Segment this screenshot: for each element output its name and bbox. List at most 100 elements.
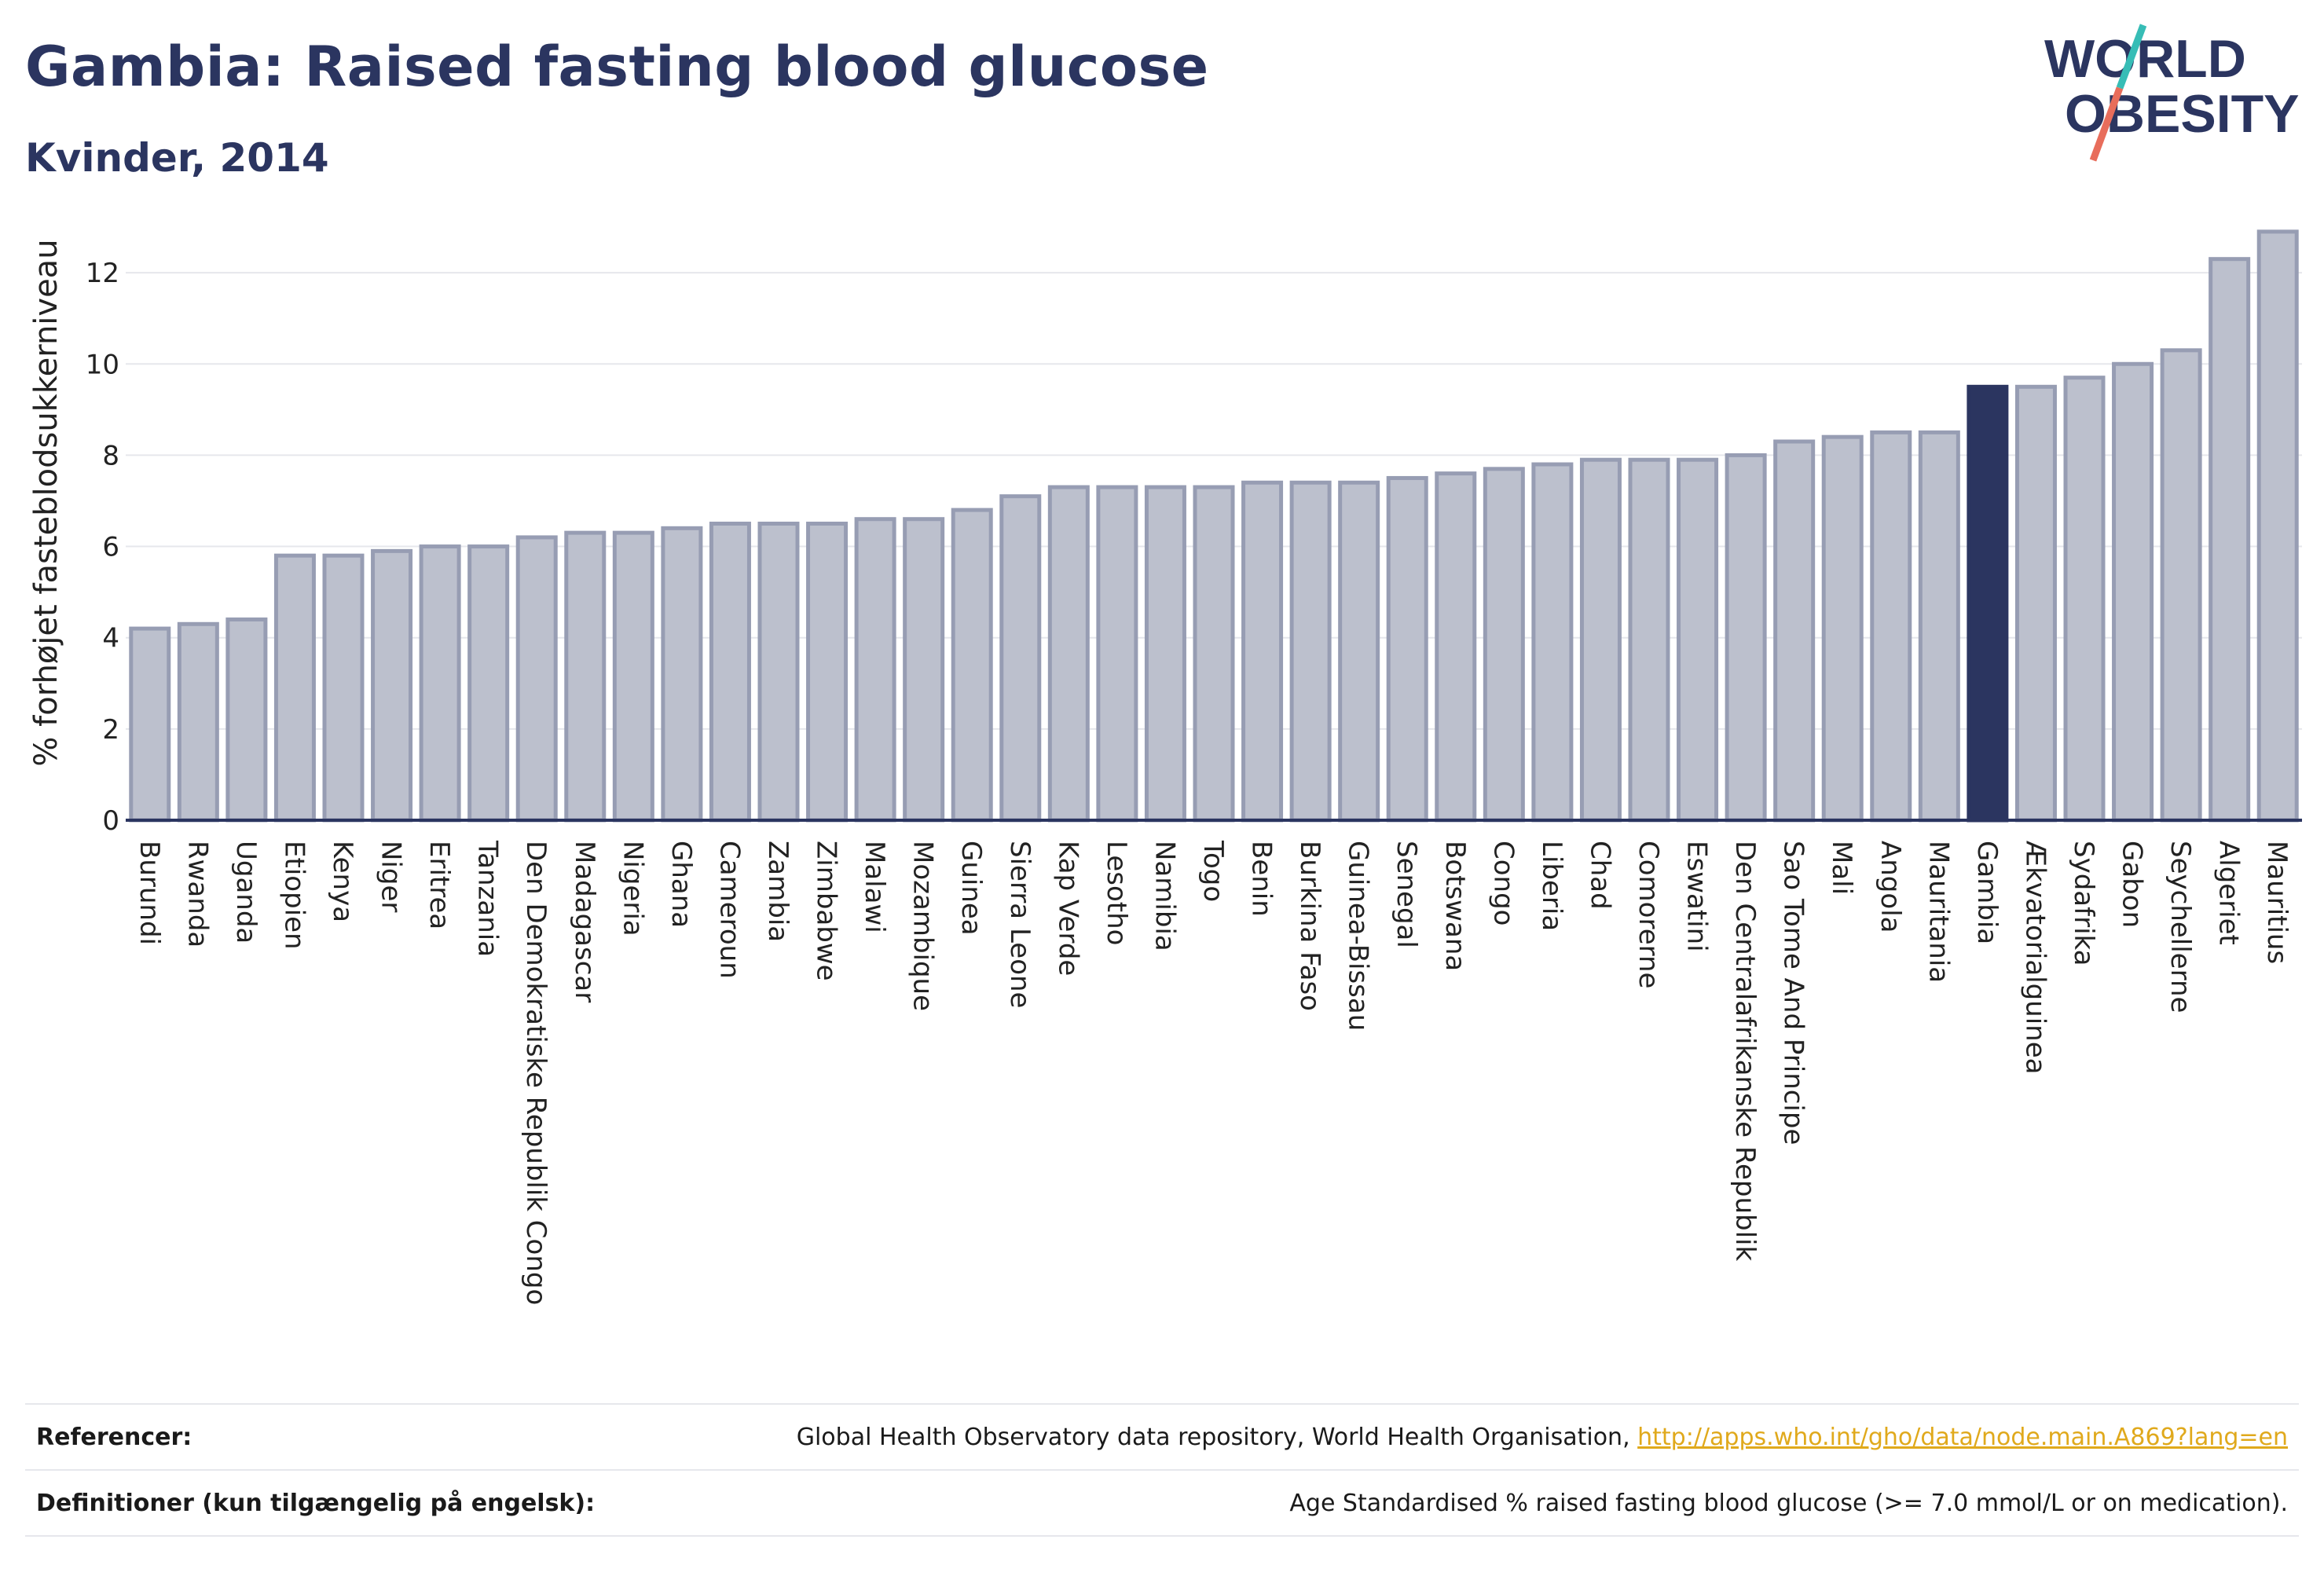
bar bbox=[999, 494, 1042, 823]
x-tick-label: Mauritius bbox=[2261, 841, 2293, 964]
x-tick-label: Lesotho bbox=[1101, 841, 1132, 945]
bar bbox=[1435, 471, 1477, 823]
x-tick-label: Sao Tome And Principe bbox=[1778, 841, 1809, 1145]
bar bbox=[2063, 376, 2106, 823]
x-tick-label: Kenya bbox=[327, 841, 358, 922]
x-tick-label: Madagascar bbox=[569, 841, 600, 1002]
bar bbox=[467, 544, 510, 823]
x-tick-label: Zimbabwe bbox=[811, 841, 842, 981]
x-tick-label: Mozambique bbox=[907, 841, 939, 1011]
x-tick-label: Burundi bbox=[134, 841, 165, 945]
x-tick-label: Senegal bbox=[1391, 841, 1422, 948]
bar bbox=[612, 530, 654, 823]
x-tick-label: Burkina Faso bbox=[1294, 841, 1325, 1011]
bar bbox=[1677, 457, 1719, 823]
x-tick-label: Uganda bbox=[230, 841, 262, 944]
definitions-label: Definitioner (kun tilgængelig på engelsk… bbox=[36, 1489, 596, 1517]
x-tick-label: Niger bbox=[376, 841, 407, 912]
x-tick-label: Den Demokratiske Republik Congo bbox=[520, 841, 552, 1305]
bar bbox=[515, 535, 558, 823]
bar bbox=[854, 517, 896, 823]
bar bbox=[661, 526, 703, 823]
chart-title: Gambia: Raised fasting blood glucose bbox=[25, 35, 1209, 99]
chart-subtitle: Kvinder, 2014 bbox=[25, 135, 329, 181]
bar bbox=[806, 522, 849, 823]
x-tick-label: Namibia bbox=[1149, 841, 1180, 951]
x-tick-label: Congo bbox=[1487, 841, 1519, 925]
x-tick-label: Benin bbox=[1246, 841, 1277, 917]
bar bbox=[1870, 430, 1912, 823]
x-tick-label: Angola bbox=[1875, 841, 1906, 933]
references-row: Referencer: Global Health Observatory da… bbox=[25, 1403, 2299, 1469]
bar bbox=[1725, 453, 1767, 823]
bar bbox=[1531, 462, 1574, 823]
bar-highlighted bbox=[1967, 384, 2009, 823]
x-tick-label: Guinea-Bissau bbox=[1343, 841, 1374, 1031]
y-tick-label: 8 bbox=[102, 440, 119, 471]
label-layer: 0 2 4 6 8 10 12 Burundi Rwanda Uganda Etiopien Keny… bbox=[86, 258, 2302, 1305]
bar bbox=[1289, 480, 1332, 823]
definitions-row: Definitioner (kun tilgængelig på engelsk… bbox=[25, 1469, 2299, 1537]
bar bbox=[225, 617, 268, 823]
logo-slash-red bbox=[2089, 86, 2124, 162]
x-tick-label: Kap Verde bbox=[1052, 841, 1083, 976]
footer: Referencer: Global Health Observatory da… bbox=[25, 1403, 2299, 1537]
bar bbox=[709, 522, 751, 823]
y-tick-label: 12 bbox=[86, 258, 119, 289]
references-text: Global Health Observatory data repositor… bbox=[796, 1423, 1638, 1451]
bar bbox=[903, 517, 945, 823]
x-tick-label: Botswana bbox=[1439, 841, 1471, 971]
bar bbox=[273, 553, 316, 823]
bar bbox=[1483, 467, 1525, 823]
bar bbox=[564, 530, 607, 823]
y-tick-label: 6 bbox=[102, 532, 119, 563]
bar bbox=[1821, 434, 1864, 823]
bar bbox=[951, 508, 993, 823]
x-tick-label: Eritrea bbox=[423, 841, 455, 929]
x-tick-label: Ækvatorialguinea bbox=[2019, 841, 2051, 1074]
references-value: Global Health Observatory data repositor… bbox=[797, 1424, 2299, 1451]
bar bbox=[177, 621, 219, 823]
x-tick-label: Togo bbox=[1197, 840, 1229, 902]
bar bbox=[1047, 485, 1090, 823]
x-tick-label: Rwanda bbox=[181, 841, 213, 947]
x-tick-label: Nigeria bbox=[617, 841, 648, 936]
definitions-text: Age Standardised % raised fasting blood … bbox=[1289, 1489, 2288, 1517]
x-tick-label: Algeriet bbox=[2213, 841, 2245, 945]
bar bbox=[2112, 361, 2154, 823]
bar bbox=[757, 522, 800, 823]
y-tick-label: 4 bbox=[102, 623, 119, 654]
x-tick-label: Mauritania bbox=[1923, 841, 1954, 983]
bar bbox=[371, 548, 413, 823]
bar-chart: 0 2 4 6 8 10 12 Burundi Rwanda Uganda Etiopien Keny… bbox=[28, 229, 2302, 1305]
x-tick-label: Etiopien bbox=[278, 841, 310, 950]
bar bbox=[1579, 457, 1622, 823]
bar bbox=[1096, 485, 1138, 823]
x-tick-label: Eswatini bbox=[1681, 841, 1713, 952]
x-tick-label: Comorerne bbox=[1633, 841, 1664, 988]
y-tick-label: 0 bbox=[102, 805, 119, 837]
bar-layer bbox=[129, 229, 2299, 823]
references-link[interactable]: http://apps.who.int/gho/data/node.main.A… bbox=[1637, 1423, 2288, 1451]
x-tick-label: Sydafrika bbox=[2068, 841, 2099, 966]
bar bbox=[1918, 430, 1960, 823]
x-tick-label: Den Centralafrikanske Republik bbox=[1729, 841, 1761, 1261]
bar bbox=[322, 553, 365, 823]
y-tick-label: 2 bbox=[102, 714, 119, 746]
bar bbox=[129, 626, 171, 823]
x-tick-label: Guinea bbox=[955, 841, 987, 936]
bar bbox=[1338, 480, 1380, 823]
bar bbox=[1628, 457, 1670, 823]
logo-text-world: WORLD bbox=[2044, 29, 2246, 89]
bar bbox=[1386, 475, 1428, 823]
x-tick-label: Gambia bbox=[1971, 841, 2003, 944]
x-tick-label: Gabon bbox=[2117, 841, 2148, 928]
x-tick-label: Chad bbox=[1584, 841, 1615, 910]
y-axis-label: % forhøjet fasteblodsukkerniveau bbox=[28, 239, 64, 766]
y-tick-label: 10 bbox=[86, 349, 119, 380]
references-label: Referencer: bbox=[36, 1423, 192, 1451]
bar bbox=[419, 544, 461, 823]
x-tick-label: Malawi bbox=[859, 841, 890, 933]
x-tick-label: Mali bbox=[1826, 841, 1857, 895]
x-tick-label: Tanzania bbox=[472, 840, 504, 957]
